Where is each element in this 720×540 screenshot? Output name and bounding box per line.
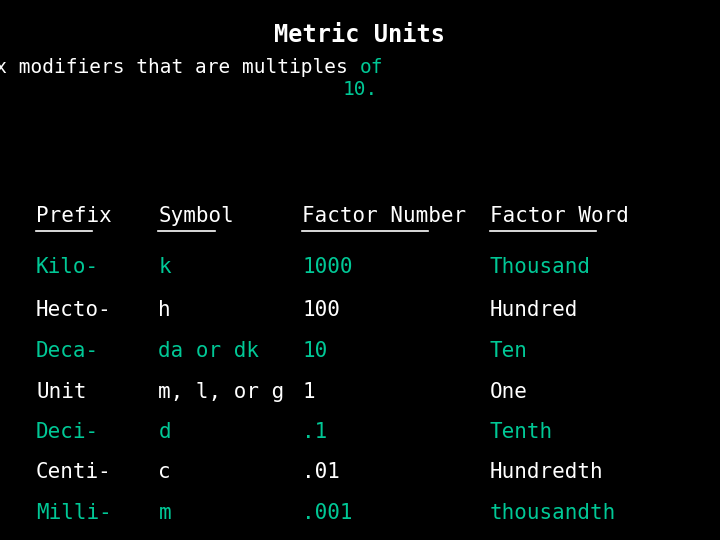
Text: .01: .01 <box>302 462 341 483</box>
Text: Metric Units: Metric Units <box>274 23 446 47</box>
Text: Milli-: Milli- <box>36 503 112 523</box>
Text: Hundred: Hundred <box>490 300 578 321</box>
Text: 1: 1 <box>302 381 315 402</box>
Text: Factor Word: Factor Word <box>490 206 629 226</box>
Text: h: h <box>158 300 171 321</box>
Text: da or dk: da or dk <box>158 341 259 361</box>
Text: Deca-: Deca- <box>36 341 99 361</box>
Text: m: m <box>158 503 171 523</box>
Text: Ten: Ten <box>490 341 528 361</box>
Text: Hundredth: Hundredth <box>490 462 603 483</box>
Text: One: One <box>490 381 528 402</box>
Text: .1: .1 <box>302 422 328 442</box>
Text: The metric system has prefix modifiers that are multiples: The metric system has prefix modifiers t… <box>0 58 360 77</box>
Text: Tenth: Tenth <box>490 422 553 442</box>
Text: 1000: 1000 <box>302 257 353 278</box>
Text: d: d <box>158 422 171 442</box>
Text: Unit: Unit <box>36 381 86 402</box>
Text: 100: 100 <box>302 300 341 321</box>
Text: c: c <box>158 462 171 483</box>
Text: 10: 10 <box>302 341 328 361</box>
Text: Prefix: Prefix <box>36 206 112 226</box>
Text: thousandth: thousandth <box>490 503 616 523</box>
Text: m, l, or g: m, l, or g <box>158 381 284 402</box>
Text: Deci-: Deci- <box>36 422 99 442</box>
Text: 10.: 10. <box>343 79 377 99</box>
Text: Hecto-: Hecto- <box>36 300 112 321</box>
Text: Symbol: Symbol <box>158 206 234 226</box>
Text: .001: .001 <box>302 503 353 523</box>
Text: Factor Number: Factor Number <box>302 206 467 226</box>
Text: Thousand: Thousand <box>490 257 590 278</box>
Text: Kilo-: Kilo- <box>36 257 99 278</box>
Text: of: of <box>360 58 384 77</box>
Text: Centi-: Centi- <box>36 462 112 483</box>
Text: k: k <box>158 257 171 278</box>
